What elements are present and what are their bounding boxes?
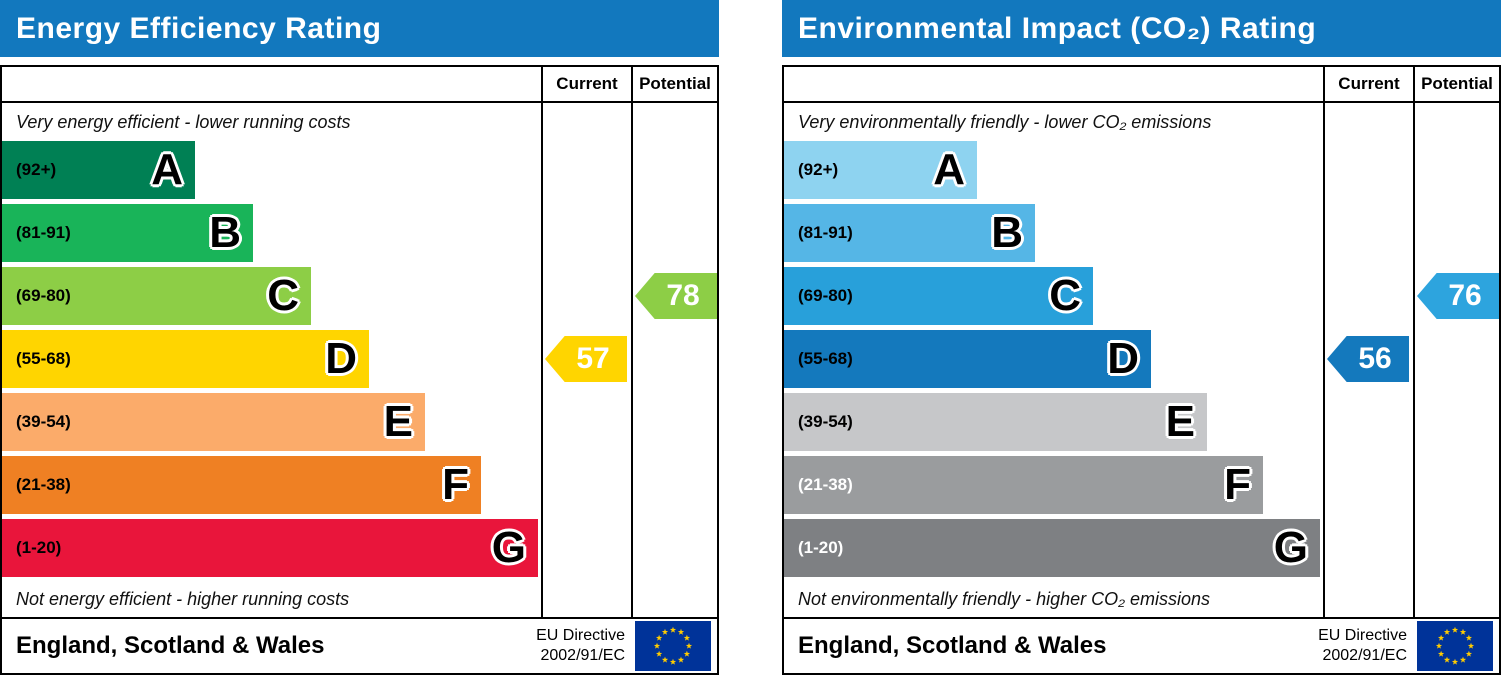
energy-panel-header: Energy Efficiency Rating bbox=[0, 0, 719, 57]
band-g: (1-20) G bbox=[2, 519, 538, 577]
potential-arrow-track: 78 bbox=[633, 103, 717, 617]
energy-efficiency-panel: Energy Efficiency Rating Very energy eff… bbox=[0, 0, 719, 675]
eu-flag-icon bbox=[635, 621, 711, 671]
band-e: (39-54) E bbox=[784, 393, 1207, 451]
band-range: (69-80) bbox=[16, 286, 71, 305]
page-title: Energy Efficiency Rating bbox=[16, 11, 382, 45]
potential-rating-arrow: 78 bbox=[635, 273, 717, 319]
rating-bands: (92+) A (81-91) B (69-80) C (55-68) bbox=[2, 141, 541, 582]
band-range: (21-38) bbox=[16, 475, 71, 494]
band-b: (81-91) B bbox=[784, 204, 1035, 262]
band-e: (39-54) E bbox=[2, 393, 425, 451]
band-range: (55-68) bbox=[16, 349, 71, 368]
band-range: (92+) bbox=[16, 160, 57, 179]
potential-arrow-track: 76 bbox=[1415, 103, 1499, 617]
band-c: (69-80) C bbox=[2, 267, 311, 325]
potential-column-header: Potential bbox=[1415, 67, 1499, 103]
band-letter: G bbox=[491, 523, 526, 572]
region-label: England, Scotland & Wales bbox=[798, 632, 1107, 659]
current-arrow-track: 56 bbox=[1325, 103, 1413, 617]
current-rating-value: 57 bbox=[576, 342, 610, 375]
band-range: (21-38) bbox=[798, 475, 853, 494]
band-letter: C bbox=[1049, 271, 1081, 320]
page-title: Environmental Impact (CO₂) Rating bbox=[798, 11, 1317, 45]
current-rating-value: 56 bbox=[1358, 342, 1392, 375]
current-column: Current 56 bbox=[1323, 67, 1413, 617]
potential-rating-value: 76 bbox=[1448, 279, 1482, 312]
band-f: (21-38) F bbox=[2, 456, 481, 514]
bottom-caption: Not energy efficient - higher running co… bbox=[16, 589, 350, 609]
current-rating-arrow: 56 bbox=[1327, 336, 1409, 382]
top-caption: Very energy efficient - lower running co… bbox=[16, 111, 351, 132]
current-column: Current 57 bbox=[541, 67, 631, 617]
eu-flag-icon bbox=[1417, 621, 1493, 671]
band-letter: G bbox=[1273, 523, 1308, 572]
band-b: (81-91) B bbox=[2, 204, 253, 262]
band-letter: A bbox=[933, 145, 965, 194]
band-range: (1-20) bbox=[798, 538, 844, 557]
band-range: (1-20) bbox=[16, 538, 62, 557]
band-letter: D bbox=[325, 334, 357, 383]
band-range: (55-68) bbox=[798, 349, 853, 368]
band-letter: B bbox=[991, 208, 1023, 257]
band-range: (81-91) bbox=[798, 223, 853, 242]
top-caption: Very environmentally friendly - lower CO… bbox=[798, 111, 1212, 132]
potential-column: Potential 78 bbox=[631, 67, 717, 617]
current-column-header: Current bbox=[543, 67, 631, 103]
eu-directive-line2: 2002/91/EC bbox=[1322, 647, 1407, 664]
band-letter: E bbox=[1165, 397, 1195, 446]
band-letter: A bbox=[151, 145, 183, 194]
band-letter: B bbox=[209, 208, 241, 257]
band-d: (55-68) D bbox=[2, 330, 369, 388]
band-range: (39-54) bbox=[798, 412, 853, 431]
chart-footer: England, Scotland & Wales EU Directive 2… bbox=[784, 617, 1499, 673]
current-rating-arrow: 57 bbox=[545, 336, 627, 382]
band-range: (39-54) bbox=[16, 412, 71, 431]
energy-rating-chart: Very energy efficient - lower running co… bbox=[0, 65, 719, 675]
eu-directive-line2: 2002/91/EC bbox=[540, 647, 625, 664]
region-label: England, Scotland & Wales bbox=[16, 632, 325, 659]
band-a: (92+) A bbox=[2, 141, 195, 199]
header-spacer bbox=[784, 67, 1323, 103]
band-a: (92+) A bbox=[784, 141, 977, 199]
co2-panel-header: Environmental Impact (CO₂) Rating bbox=[782, 0, 1501, 57]
band-letter: F bbox=[442, 460, 469, 509]
band-range: (69-80) bbox=[798, 286, 853, 305]
rating-bands: (92+) A (81-91) B (69-80) C (55-68) bbox=[784, 141, 1323, 582]
current-column-header: Current bbox=[1325, 67, 1413, 103]
band-g: (1-20) G bbox=[784, 519, 1320, 577]
chart-footer: England, Scotland & Wales EU Directive 2… bbox=[2, 617, 717, 673]
bottom-caption: Not environmentally friendly - higher CO… bbox=[798, 589, 1211, 609]
environmental-impact-panel: Environmental Impact (CO₂) Rating Very e… bbox=[782, 0, 1501, 675]
band-f: (21-38) F bbox=[784, 456, 1263, 514]
current-arrow-track: 57 bbox=[543, 103, 631, 617]
eu-directive-line1: EU Directive bbox=[536, 627, 625, 644]
header-spacer bbox=[2, 67, 541, 103]
eu-directive-label: EU Directive 2002/91/EC bbox=[536, 626, 625, 666]
eu-directive-line1: EU Directive bbox=[1318, 627, 1407, 644]
band-letter: E bbox=[383, 397, 413, 446]
potential-column: Potential 76 bbox=[1413, 67, 1499, 617]
band-letter: C bbox=[267, 271, 299, 320]
potential-column-header: Potential bbox=[633, 67, 717, 103]
band-letter: F bbox=[1224, 460, 1251, 509]
band-range: (92+) bbox=[798, 160, 839, 179]
band-d: (55-68) D bbox=[784, 330, 1151, 388]
potential-rating-value: 78 bbox=[666, 279, 700, 312]
potential-rating-arrow: 76 bbox=[1417, 273, 1499, 319]
band-letter: D bbox=[1107, 334, 1139, 383]
eu-directive-label: EU Directive 2002/91/EC bbox=[1318, 626, 1407, 666]
co2-rating-chart: Very environmentally friendly - lower CO… bbox=[782, 65, 1501, 675]
band-range: (81-91) bbox=[16, 223, 71, 242]
band-c: (69-80) C bbox=[784, 267, 1093, 325]
